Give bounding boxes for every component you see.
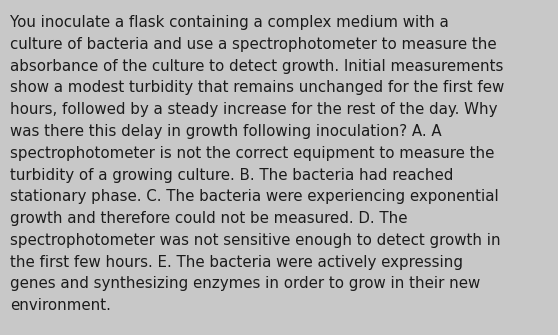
Text: genes and synthesizing enzymes in order to grow in their new: genes and synthesizing enzymes in order … bbox=[10, 276, 480, 291]
Text: environment.: environment. bbox=[10, 298, 111, 313]
Text: growth and therefore could not be measured. D. The: growth and therefore could not be measur… bbox=[10, 211, 407, 226]
Text: the first few hours. E. The bacteria were actively expressing: the first few hours. E. The bacteria wer… bbox=[10, 255, 463, 270]
Text: You inoculate a flask containing a complex medium with a: You inoculate a flask containing a compl… bbox=[10, 15, 449, 30]
Text: turbidity of a growing culture. B. The bacteria had reached: turbidity of a growing culture. B. The b… bbox=[10, 168, 454, 183]
Text: spectrophotometer is not the correct equipment to measure the: spectrophotometer is not the correct equ… bbox=[10, 146, 494, 161]
Text: show a modest turbidity that remains unchanged for the first few: show a modest turbidity that remains unc… bbox=[10, 80, 504, 95]
Text: spectrophotometer was not sensitive enough to detect growth in: spectrophotometer was not sensitive enou… bbox=[10, 233, 501, 248]
Text: hours, followed by a steady increase for the rest of the day. Why: hours, followed by a steady increase for… bbox=[10, 102, 498, 117]
Text: stationary phase. C. The bacteria were experiencing exponential: stationary phase. C. The bacteria were e… bbox=[10, 189, 499, 204]
Text: absorbance of the culture to detect growth. Initial measurements: absorbance of the culture to detect grow… bbox=[10, 59, 503, 74]
Text: was there this delay in growth following inoculation? A. A: was there this delay in growth following… bbox=[10, 124, 442, 139]
Text: culture of bacteria and use a spectrophotometer to measure the: culture of bacteria and use a spectropho… bbox=[10, 37, 497, 52]
